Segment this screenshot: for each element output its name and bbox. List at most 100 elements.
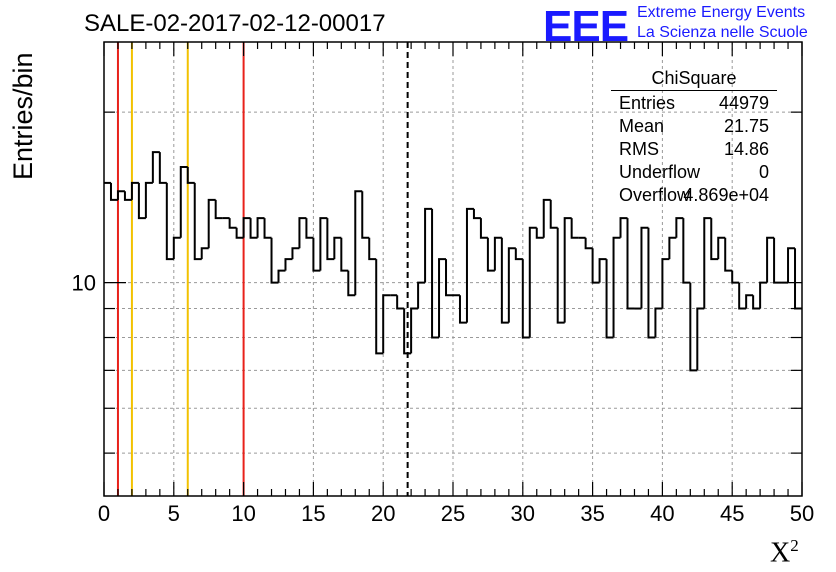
x-tick-label: 10	[231, 501, 255, 526]
histogram-bin	[396, 295, 405, 310]
stats-value: 44979	[718, 93, 769, 113]
histogram-bin	[361, 191, 370, 239]
histogram-bin	[116, 190, 125, 200]
logo-caption-line2: La Scienza nelle Scuole	[637, 24, 808, 41]
stats-value: 21.75	[723, 116, 769, 136]
x-tick-label: 15	[301, 501, 325, 526]
histogram-bin	[277, 269, 286, 283]
histogram-bin	[766, 236, 775, 283]
histogram-bin	[556, 227, 565, 324]
histogram-bin	[535, 227, 544, 239]
histogram-bin	[347, 270, 356, 297]
histogram-bin	[235, 227, 244, 239]
histogram-bin	[661, 258, 670, 309]
histogram-bin	[787, 247, 796, 283]
histogram-bin	[291, 247, 300, 260]
histogram-bin	[410, 307, 419, 354]
histogram-bin	[417, 281, 426, 309]
histogram-series	[104, 151, 802, 372]
histogram-bin	[528, 226, 537, 338]
histogram-bin	[731, 270, 740, 284]
histogram-bin	[605, 259, 614, 339]
histogram-bin	[158, 152, 167, 184]
histogram-bin	[130, 181, 139, 200]
histogram-bin	[682, 218, 691, 284]
histogram-bin	[717, 236, 726, 260]
stats-key: RMS	[619, 139, 659, 159]
histogram-bin	[612, 236, 621, 338]
histogram-bin	[752, 295, 761, 310]
histogram-bin	[123, 191, 132, 201]
histogram-bin	[724, 237, 733, 272]
x-tick-label: 0	[98, 501, 110, 526]
histogram-bin	[438, 258, 447, 338]
histogram-bin	[228, 218, 237, 229]
histogram-bin	[703, 217, 712, 309]
histogram-bin	[249, 218, 258, 239]
eee-logo: EEE	[543, 2, 629, 51]
logo-caption-line1: Extreme Energy Events	[637, 4, 806, 21]
x-axis-label-base: X	[770, 537, 791, 569]
x-tick-label: 25	[441, 501, 465, 526]
logo-caption: Extreme Energy Events La Scienza nelle S…	[637, 3, 808, 43]
reference-lines	[116, 42, 409, 496]
stats-value: 0	[758, 162, 769, 182]
histogram-bin	[270, 237, 279, 284]
histogram-bin	[472, 208, 481, 220]
plot-title: SALE-02-2017-02-12-00017	[84, 10, 386, 37]
x-tick-label: 35	[580, 501, 604, 526]
histogram-bin	[214, 199, 223, 220]
histogram-bin	[144, 181, 153, 219]
x-tick-label: 50	[790, 501, 814, 526]
grid-lines	[104, 42, 802, 496]
histogram-bin	[340, 237, 349, 272]
histogram-bin	[312, 237, 321, 272]
histogram-bin	[137, 182, 146, 220]
histogram-bin	[165, 182, 174, 261]
histogram-bin	[619, 217, 628, 238]
histogram-bin	[431, 208, 440, 339]
stats-row-underflow: Underflow 0	[611, 162, 777, 185]
histogram-bin	[284, 258, 293, 271]
histogram-bin	[584, 237, 593, 250]
histogram-bin	[179, 166, 188, 238]
histogram-bin	[570, 218, 579, 239]
histogram-bin	[542, 198, 551, 238]
histogram-bin	[109, 182, 118, 201]
histogram-bin	[200, 247, 209, 260]
histogram-bin	[514, 248, 523, 261]
stats-key: Mean	[619, 116, 665, 136]
x-tick-label: 40	[650, 501, 674, 526]
histogram-bin	[710, 218, 719, 261]
histogram-bin	[193, 182, 202, 261]
histogram-bin	[382, 294, 391, 354]
x-axis-label: X2	[770, 536, 799, 569]
histogram-bin	[333, 236, 342, 260]
histogram-bin	[647, 227, 656, 339]
stats-row-entries: Entries 44979	[611, 93, 777, 116]
histogram-bin	[486, 237, 495, 272]
stats-key: Underflow	[619, 162, 701, 182]
histogram-bin	[326, 218, 335, 261]
stats-key: Entries	[619, 93, 676, 113]
histogram-bin	[368, 237, 377, 261]
stats-key: Overflow	[619, 185, 691, 205]
histogram-bin	[626, 218, 635, 310]
histogram-bin	[424, 207, 433, 283]
histogram-bin	[689, 282, 698, 372]
histogram-bin	[675, 217, 684, 238]
histogram-bin	[598, 258, 607, 283]
stats-row-rms: RMS 14.86	[611, 139, 777, 162]
stats-row-overflow: Overflow 4.869e+04	[611, 185, 777, 208]
y-tick-label: 10	[72, 271, 96, 296]
histogram-bin	[794, 248, 802, 310]
axes	[103, 41, 803, 497]
stats-title: ChiSquare	[611, 68, 777, 91]
histogram-bin	[745, 294, 754, 309]
stats-box: ChiSquare Entries 44979 Mean 21.75 RMS 1…	[611, 68, 777, 208]
stats-value: 14.86	[723, 139, 769, 159]
histogram-bin	[242, 217, 251, 238]
y-axis-label: Entries/bin	[8, 52, 38, 180]
histogram-bin	[305, 218, 314, 239]
histogram-bin	[696, 307, 705, 371]
